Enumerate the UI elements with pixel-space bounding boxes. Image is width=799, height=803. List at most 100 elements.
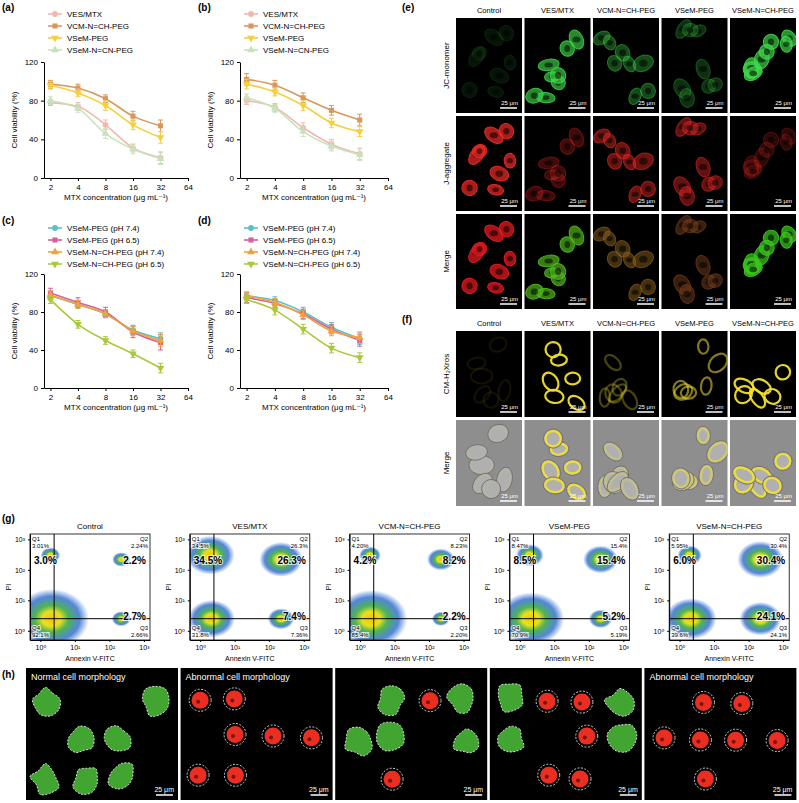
nucleus [712,180,718,186]
nucleus [555,268,561,275]
micrograph: 25 μm [730,214,799,309]
column-header: VES/MTX [541,6,574,15]
nucleus [572,134,580,140]
quadrant-summary: 3.0% [34,555,57,566]
scale-bar [706,411,723,413]
nucleus [645,186,651,193]
tick-label: 10⁰ [334,628,345,635]
scale-bar [569,411,586,413]
nucleus [607,40,613,45]
cell-normal [142,686,169,716]
cell-abnormal [422,692,439,709]
point [103,122,109,128]
tick-label: 10⁰ [14,628,25,635]
tick-label: 10¹ [494,597,505,604]
column-header: VES/MTX [541,319,574,328]
row-label: J-aggregate [442,142,451,185]
tick: 4 [273,388,278,402]
image-background [593,331,659,417]
tick-mark [304,640,305,642]
cells [670,18,725,109]
nucleus [626,258,633,263]
legend-item: VSeM-PEG [48,34,108,43]
tick-label: 80 [29,308,38,317]
tick-label: 2 [49,183,54,192]
cell-abnormal [226,690,243,707]
legend-marker [52,23,57,28]
cell-outline [696,426,711,445]
cell-spot [576,778,580,782]
cell [742,64,765,84]
micrograph: 25 μm [662,420,734,506]
cell [693,253,712,277]
tick-label: 10⁰ [654,628,665,635]
tick-mark [331,178,332,181]
tick-label: 0 [34,384,39,393]
tick-mark [188,570,190,571]
cell [678,283,696,305]
cell [487,281,505,294]
error-bar [329,106,334,116]
cell [467,356,487,370]
scale-bar-label: 25 μm [309,786,329,794]
image-background [181,668,333,800]
cells [670,214,725,305]
tick: 10³ [459,640,470,651]
tick: 10³ [654,536,669,543]
nucleus [490,132,498,138]
cell [525,85,546,105]
axis-line [510,640,630,641]
cell-outline [189,689,211,711]
tick: 32 [356,388,365,402]
cells [599,352,640,412]
tick-label: 10² [15,567,26,574]
axis-line [669,535,670,641]
column-header: VCM-N=CH-PEG [597,319,655,328]
tick-mark [667,570,669,571]
tick: 10⁰ [14,628,30,635]
tick: 10⁰ [654,628,670,635]
tick: 64 [384,178,393,192]
cell-abnormal [692,731,709,748]
tick-mark [269,640,270,642]
nucleus [699,164,707,170]
tick-label: 40 [225,346,234,355]
x-axis: 248163264 [241,178,394,192]
legend-marker [51,262,59,269]
tick-label: 64 [184,393,193,402]
nucleus [764,244,770,251]
panel-label: (c) [2,215,14,226]
series-line [50,296,160,339]
axis-line [240,275,241,389]
tick-mark [507,570,509,571]
point [129,327,137,334]
cell-outline [569,768,591,790]
legend-label: VES/MTX [67,10,103,19]
scale-bar-label: 25 μm [707,198,724,204]
micrograph: 25 μm [490,668,642,800]
tick-mark [360,178,361,181]
cells [670,116,725,207]
y-axis: 04080120 [25,58,45,183]
panel-label: (a) [2,2,14,13]
tick: 32 [157,178,166,192]
cells [460,219,516,296]
nucleus [687,125,693,131]
tick: 0 [230,384,240,393]
cell [497,219,516,239]
quadrant-name: Q3 [460,625,469,631]
tick-label: 10⁰ [174,628,185,635]
point [299,103,307,110]
nucleus [492,89,498,94]
legend-label: VSeM-N=CN-PEG [67,46,133,55]
plot-frame [509,534,629,640]
tick: 10¹ [15,597,30,604]
cell-outline [669,467,698,494]
tick-mark [235,640,236,642]
legend-item: VSeM-N=CH-PEG (pH 7.4) [48,248,164,257]
y-axis-title: Cell viability (%) [206,91,215,148]
tick-label: 4 [76,393,81,402]
tick-mark [188,178,189,181]
series-line [50,293,160,342]
flow-plot: 10⁰10¹10²10³10⁰10¹10²10³VSeM-PEGAnnexin … [484,522,630,662]
